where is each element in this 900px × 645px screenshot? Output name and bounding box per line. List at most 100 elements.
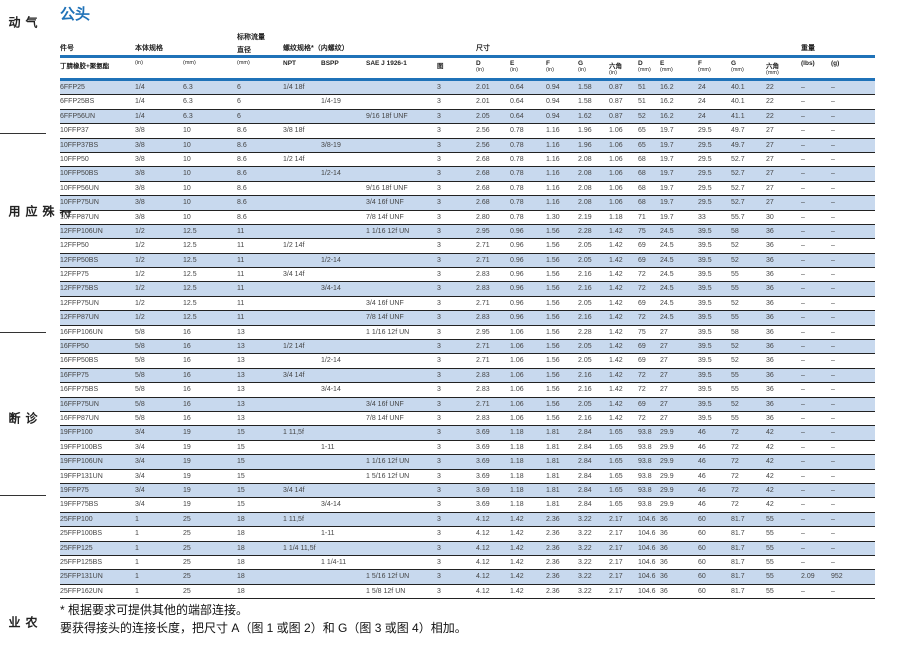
table-cell: 36 [766, 285, 774, 293]
sidebar-section-pneumatic[interactable]: 气动 [7, 16, 38, 29]
table-cell: 104.6 [638, 530, 656, 538]
table-cell: 81.7 [731, 587, 745, 595]
table-cell: – [831, 343, 835, 351]
table-cell: 11 [237, 227, 245, 235]
column-header: 六角 (in) [609, 60, 638, 78]
table-cell: 52.7 [731, 199, 745, 207]
column-header: D (in) [476, 60, 510, 78]
table-cell: 16 [183, 328, 191, 336]
table-cell: 36 [766, 328, 774, 336]
table-cell: 29.5 [698, 170, 712, 178]
table-cell: 1.42 [609, 343, 623, 351]
table-cell: 1/2 14f [283, 242, 305, 250]
header-weight: 重量 [801, 45, 815, 52]
table-cell [283, 311, 321, 324]
table-cell: 2.17 [609, 544, 623, 552]
table-cell: 22 [766, 98, 774, 106]
table-cell: 39.5 [698, 414, 712, 422]
table-cell: 3/4 [135, 458, 145, 466]
sidebar-section-agriculture[interactable]: 农业 [7, 616, 38, 629]
table-cell: 3/4 16f UNF [366, 299, 404, 307]
table-cell: 13 [237, 400, 245, 408]
table-cell: 1.06 [609, 184, 623, 192]
table-cell: 55 [731, 271, 739, 279]
table-cell [321, 81, 366, 94]
table-cell: 1/4 [135, 84, 145, 91]
table-cell: 36 [660, 515, 668, 523]
table-cell: 72 [731, 486, 739, 494]
table-cell [366, 268, 437, 281]
table-cell [283, 139, 321, 152]
table-cell: – [831, 414, 835, 422]
table-cell: 3 [437, 357, 441, 365]
table-cell: 1/2 [135, 314, 145, 322]
table-cell: 1.96 [578, 141, 592, 149]
table-cell: 52 [731, 400, 739, 408]
table-cell: 1.65 [609, 443, 623, 451]
table-cell: 36 [660, 544, 668, 552]
table-cell: 1.56 [546, 357, 560, 365]
table-cell: 0.94 [546, 98, 560, 106]
table-cell: 19FFP75BS [60, 501, 99, 509]
table-cell: 10 [183, 141, 191, 149]
table-cell: 1.16 [546, 199, 560, 207]
table-cell: 93.8 [638, 458, 652, 466]
table-cell: 1 5/8 12f UN [366, 587, 406, 595]
table-cell: 3/4 14f [283, 486, 305, 494]
table-cell: 60 [698, 515, 706, 523]
table-cell: – [831, 515, 835, 523]
table-cell: 3 [437, 271, 441, 279]
table-cell: 2.16 [578, 285, 592, 293]
table-cell [283, 470, 321, 483]
table-cell: 3 [437, 141, 441, 149]
table-cell: 93.8 [638, 501, 652, 509]
table-cell: 1.65 [609, 486, 623, 494]
table-cell: 2.05 [578, 357, 592, 365]
table-cell: 25 [183, 558, 191, 566]
column-label: D [638, 60, 643, 67]
table-cell: 3.69 [476, 429, 490, 437]
table-cell [321, 268, 366, 281]
table-cell: – [801, 141, 805, 149]
table-cell: 1.62 [578, 112, 592, 120]
table-cell: 1.18 [510, 472, 524, 480]
table-cell: 71 [638, 213, 646, 221]
table-cell [321, 398, 366, 411]
table-cell: 19 [183, 429, 191, 437]
table-cell [321, 585, 366, 598]
table-cell: – [801, 112, 805, 120]
table-cell: 19.7 [660, 184, 674, 192]
table-cell: – [831, 458, 835, 466]
table-cell: 68 [638, 199, 646, 207]
table-row: 16FFP75 5/8 16 13 3/4 14f 3 2.83 1.06 1.56 2.16 1.… [60, 368, 875, 384]
table-cell: 3.22 [578, 530, 592, 538]
sidebar-section-diagnostics[interactable]: 诊断 [7, 412, 38, 425]
table-cell: 1.42 [609, 400, 623, 408]
table-cell: 5/8 [135, 371, 145, 379]
table-cell: 39.5 [698, 357, 712, 365]
table-cell: 10 [183, 213, 191, 221]
table-cell [321, 211, 366, 224]
table-cell: 12FFP106UN [60, 227, 103, 235]
table-cell [283, 282, 321, 295]
table-cell: 40.1 [731, 98, 745, 106]
table-cell: 3 [437, 587, 441, 595]
table-cell: 1.06 [609, 155, 623, 163]
table-cell: 2.83 [476, 271, 490, 279]
table-cell: 52 [731, 343, 739, 351]
table-cell: 3 [437, 170, 441, 178]
table-cell: 1/4 [135, 112, 145, 120]
table-cell: – [801, 544, 805, 552]
table-cell: 5/8 [135, 414, 145, 422]
table-cell: 1.42 [609, 271, 623, 279]
table-cell: 2.01 [476, 98, 490, 106]
table-cell: 40.1 [731, 84, 745, 91]
table-cell: 3 [437, 112, 441, 120]
table-row: 19FFP100BS 3/4 19 15 1-11 3 3.69 1.18 1.81 2.84 1.… [60, 441, 875, 456]
table-cell: 46 [698, 443, 706, 451]
table-cell: – [831, 371, 835, 379]
table-cell: – [831, 558, 835, 566]
table-cell: 4.12 [476, 515, 490, 523]
table-cell: 1 1/4 11,5f [283, 544, 316, 552]
table-cell: – [831, 486, 835, 494]
